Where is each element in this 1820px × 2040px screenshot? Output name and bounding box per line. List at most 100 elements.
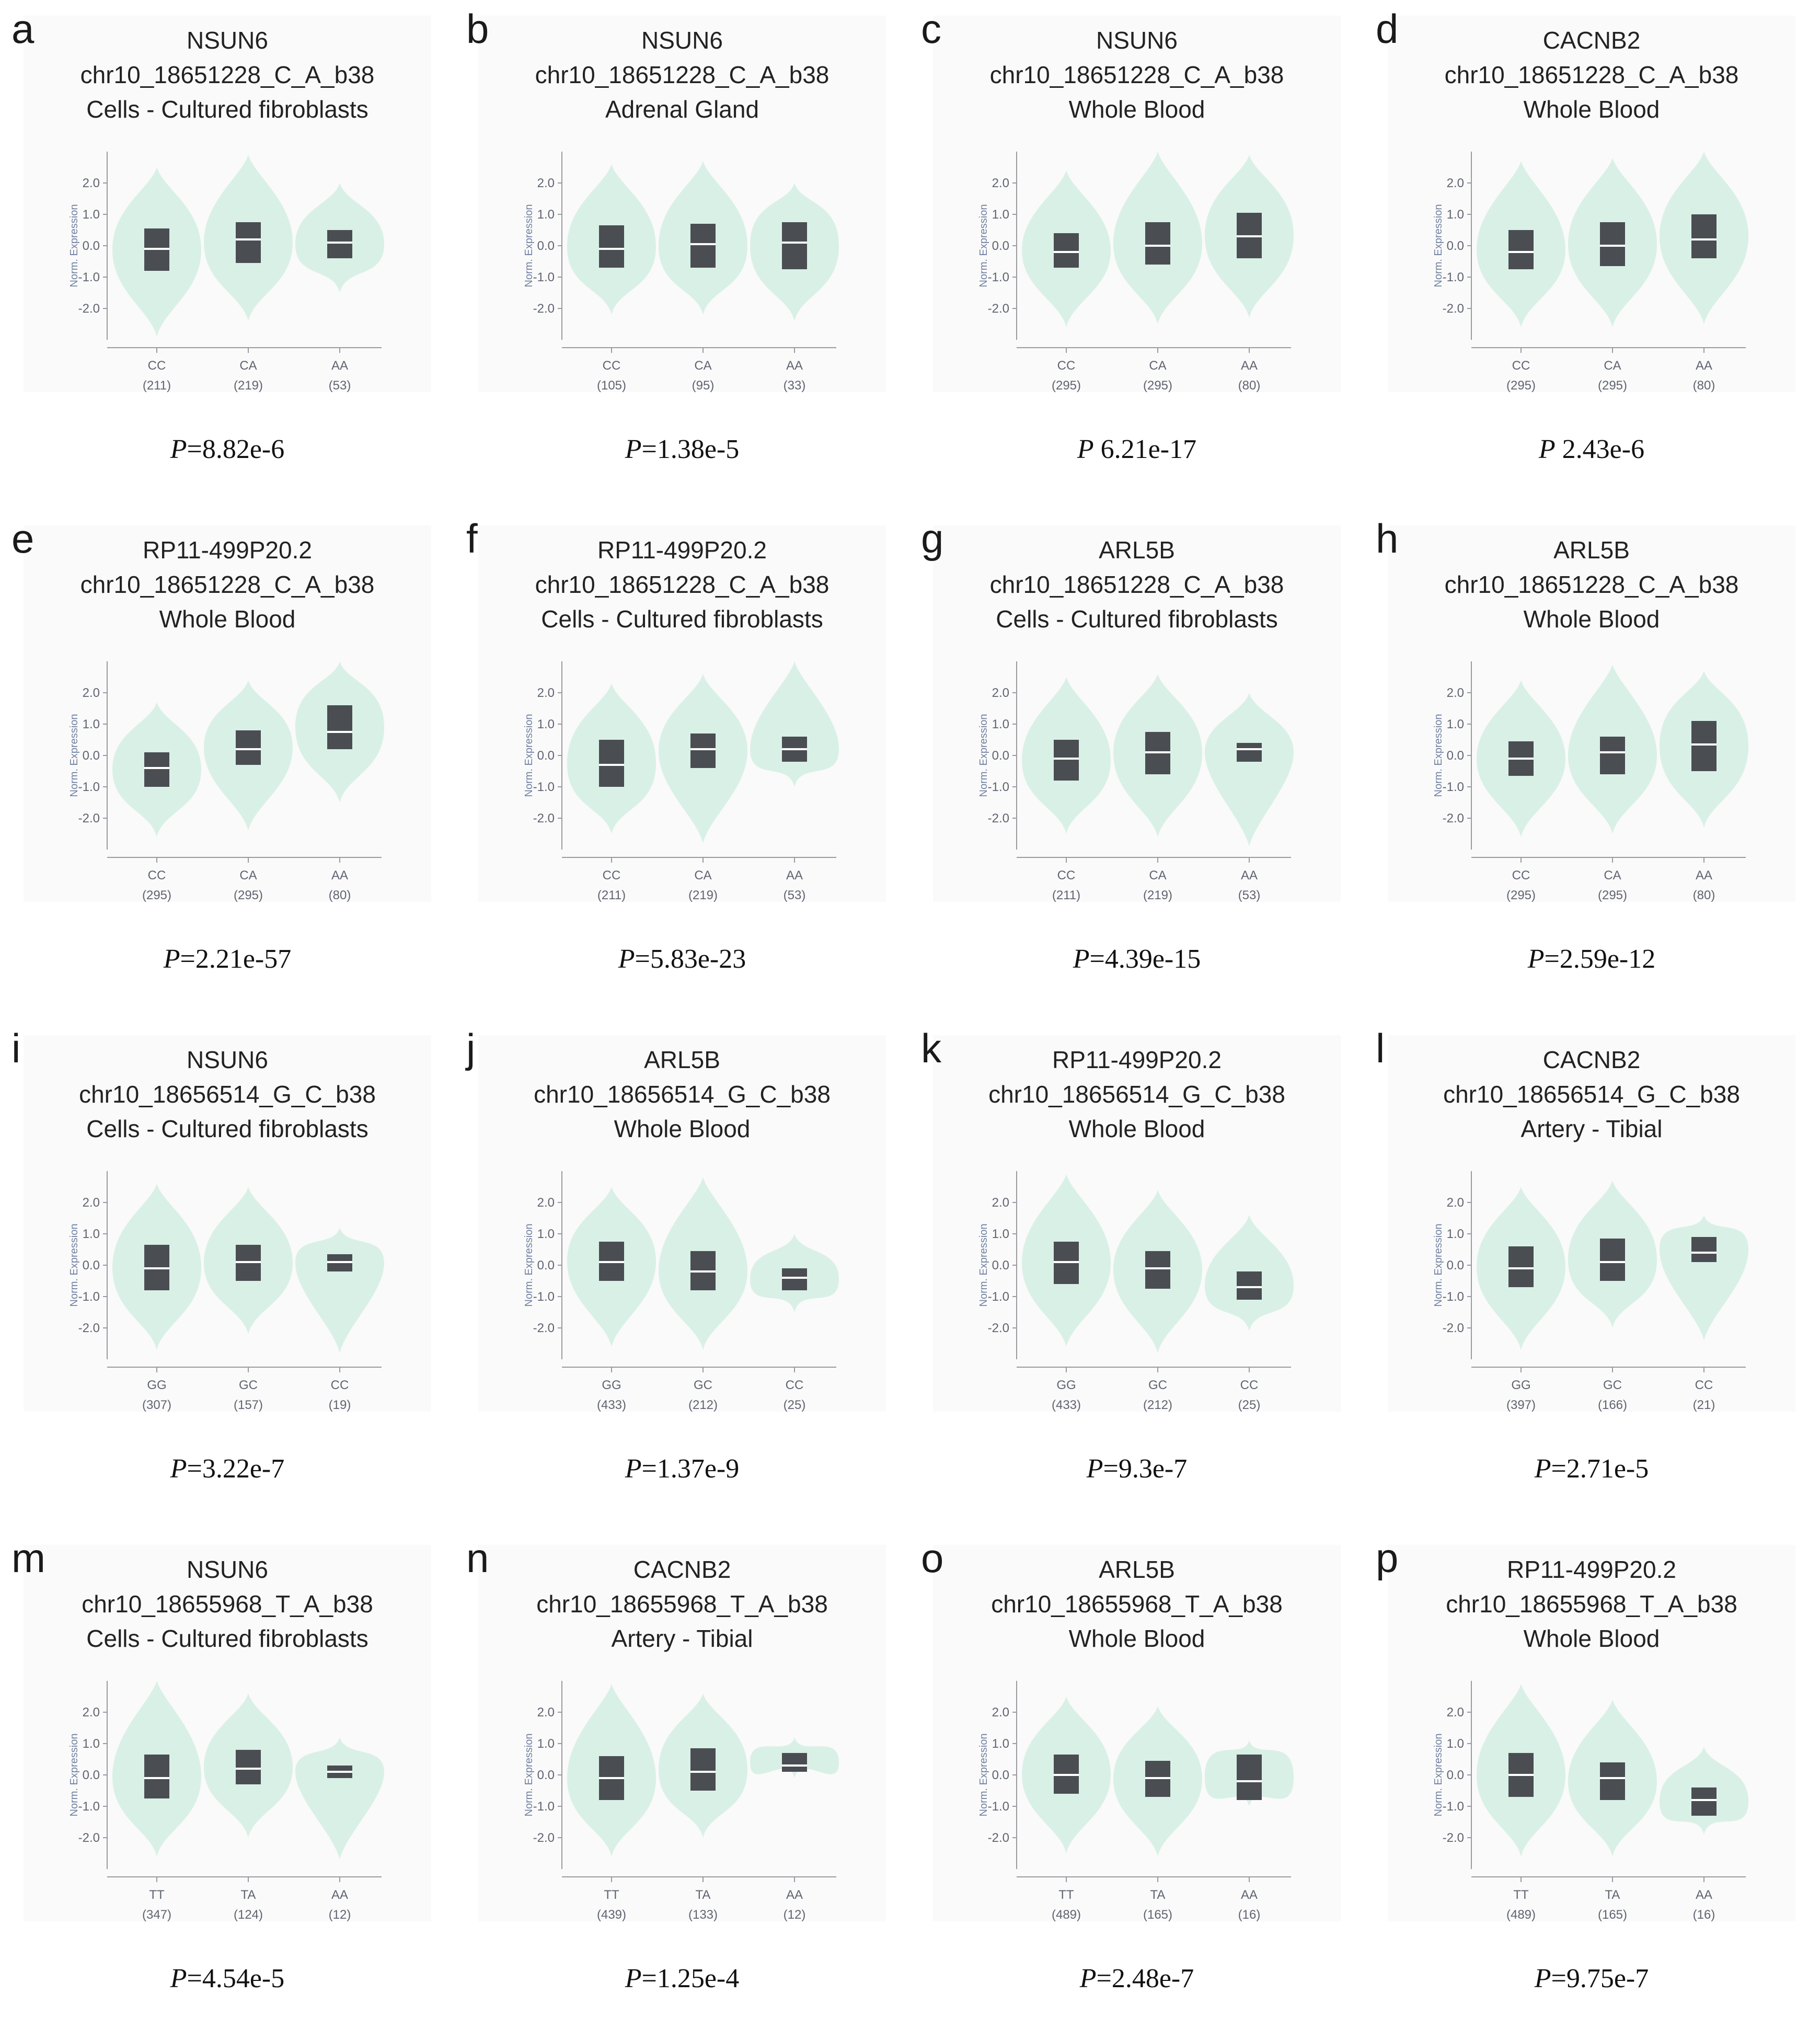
panel-letter: p	[1376, 1535, 1399, 1581]
genotype-label: TA	[1605, 1888, 1620, 1902]
y-axis-label: Norm. Expression	[1433, 714, 1444, 797]
title-tissue: Cells - Cultured fibroblasts	[996, 605, 1278, 633]
title-gene: ARL5B	[1099, 536, 1175, 564]
p-value: P=5.83e-23	[478, 944, 886, 975]
y-tick-label: -1.0	[78, 270, 100, 284]
y-tick-label: -2.0	[533, 1321, 555, 1335]
genotype-label: TA	[241, 1888, 256, 1902]
y-tick-label: -2.0	[533, 302, 555, 316]
panel-letter: b	[466, 6, 489, 52]
y-tick-label: -2.0	[988, 1831, 1009, 1845]
violin-plot: 2.0 1.0 0.0 -1.0 -2.0 Norm. Expression CC (295)…	[1433, 152, 1748, 393]
title-tissue: Artery - Tibial	[1520, 1115, 1663, 1142]
y-tick-label: -1.0	[988, 1290, 1009, 1304]
y-axis-label: Norm. Expression	[523, 1734, 535, 1817]
sample-count-label: (53)	[784, 888, 806, 902]
p-value-number: =9.75e-7	[1551, 1964, 1649, 1993]
violin-plot: 2.0 1.0 0.0 -1.0 -2.0 Norm. Expression TT (489)…	[1433, 1681, 1748, 1922]
y-tick-label: -2.0	[1443, 302, 1464, 316]
panel-letter: o	[921, 1535, 944, 1581]
title-gene: ARL5B	[1553, 536, 1630, 564]
genotype-label: CA	[1149, 359, 1166, 373]
p-symbol: P	[1538, 434, 1556, 464]
y-tick-label: -1.0	[533, 270, 555, 284]
sample-count-label: (219)	[688, 888, 718, 902]
violin-AA	[750, 661, 839, 787]
genotype-label: AA	[1696, 868, 1712, 883]
title-variant: chr10_18656514_G_C_b38	[534, 1081, 831, 1108]
violin-plot: 2.0 1.0 0.0 -1.0 -2.0 Norm. Expression TT (489)…	[978, 1681, 1294, 1922]
sample-count-label: (439)	[597, 1908, 626, 1922]
y-tick-label: 1.0	[992, 208, 1009, 222]
sample-count-label: (295)	[1506, 379, 1536, 393]
title-gene: CACNB2	[1542, 1046, 1641, 1073]
y-tick-label: 0.0	[992, 1258, 1009, 1273]
y-tick-label: -2.0	[533, 811, 555, 826]
y-tick-label: 2.0	[1447, 1196, 1464, 1210]
genotype-label: CC	[786, 1378, 804, 1392]
title-tissue: Whole Blood	[1523, 1625, 1660, 1652]
p-value-number: =2.48e-7	[1096, 1964, 1194, 1993]
y-tick-label: 0.0	[992, 749, 1009, 763]
violin-plot: 2.0 1.0 0.0 -1.0 -2.0 Norm. Expression CC (211)…	[523, 661, 839, 902]
y-tick-label: -1.0	[533, 1290, 555, 1304]
genotype-label: AA	[1241, 1888, 1258, 1902]
iqr-box-CA	[236, 730, 261, 765]
p-value-number: =8.82e-6	[187, 434, 285, 464]
sample-count-label: (489)	[1506, 1908, 1536, 1922]
iqr-box-CC	[599, 225, 624, 268]
title-variant: chr10_18651228_C_A_b38	[989, 571, 1284, 598]
sample-count-label: (105)	[597, 379, 626, 393]
y-tick-label: -1.0	[988, 780, 1009, 794]
title-variant: chr10_18651228_C_A_b38	[989, 61, 1284, 88]
genotype-label: CC	[331, 1378, 349, 1392]
panel-d: d CACNB2 chr10_18651228_C_A_b38 Whole Blood…	[1364, 0, 1819, 510]
sample-count-label: (80)	[1238, 379, 1261, 393]
panel-p: p RP11-499P20.2 chr10_18655968_T_A_b38 Whol…	[1364, 1529, 1819, 2039]
p-symbol: P	[618, 944, 635, 974]
title-tissue: Cells - Cultured fibroblasts	[86, 1115, 368, 1142]
genotype-label: CA	[1604, 359, 1621, 373]
iqr-box-AA	[327, 230, 352, 258]
title-tissue: Whole Blood	[1523, 605, 1660, 633]
genotype-label: TT	[604, 1888, 619, 1902]
genotype-label: GC	[1148, 1378, 1167, 1392]
y-tick-label: -1.0	[1443, 270, 1464, 284]
sample-count-label: (166)	[1598, 1398, 1627, 1412]
genotype-label: TA	[696, 1888, 711, 1902]
violin-plot: 2.0 1.0 0.0 -1.0 -2.0 Norm. Expression CC (295)…	[978, 152, 1294, 393]
p-value: P=4.54e-5	[24, 1963, 431, 1994]
iqr-box-CC	[1054, 740, 1079, 781]
p-value-number: =1.38e-5	[641, 434, 740, 464]
p-symbol: P	[170, 1964, 187, 1993]
iqr-box-GC	[1600, 1239, 1625, 1281]
panel-e: e RP11-499P20.2 chr10_18651228_C_A_b38 Whol…	[0, 510, 455, 1019]
panel-letter: i	[11, 1025, 21, 1071]
iqr-box-TT	[144, 1755, 169, 1798]
y-axis-label: Norm. Expression	[68, 1224, 80, 1307]
sample-count-label: (219)	[1143, 888, 1172, 902]
genotype-label: CC	[1512, 868, 1530, 883]
y-tick-label: -1.0	[988, 270, 1009, 284]
violin-plot: 2.0 1.0 0.0 -1.0 -2.0 Norm. Expression TT (439)…	[523, 1681, 839, 1922]
sample-count-label: (80)	[1693, 379, 1715, 393]
iqr-box-AA	[1237, 1755, 1262, 1800]
title-tissue: Whole Blood	[1068, 96, 1205, 123]
panel-letter: f	[466, 515, 478, 561]
panel-j: j ARL5B chr10_18656514_G_C_b38 Whole Blood 2…	[455, 1019, 909, 1529]
y-tick-label: 2.0	[83, 176, 100, 190]
title-gene: ARL5B	[644, 1046, 720, 1073]
y-tick-label: 1.0	[537, 1227, 555, 1241]
y-tick-label: 0.0	[83, 1258, 100, 1273]
p-value-number: =4.39e-15	[1089, 944, 1201, 974]
p-symbol: P	[625, 1964, 642, 1993]
violin-plot: 2.0 1.0 0.0 -1.0 -2.0 Norm. Expression CC (211)…	[978, 661, 1294, 902]
genotype-label: GG	[1056, 1378, 1076, 1392]
y-tick-label: 1.0	[537, 1737, 555, 1751]
title-tissue: Whole Blood	[1068, 1115, 1205, 1142]
sample-count-label: (25)	[784, 1398, 806, 1412]
y-tick-label: 1.0	[537, 208, 555, 222]
y-tick-label: -1.0	[533, 1800, 555, 1814]
title-gene: NSUN6	[187, 27, 268, 54]
genotype-label: CA	[694, 868, 711, 883]
